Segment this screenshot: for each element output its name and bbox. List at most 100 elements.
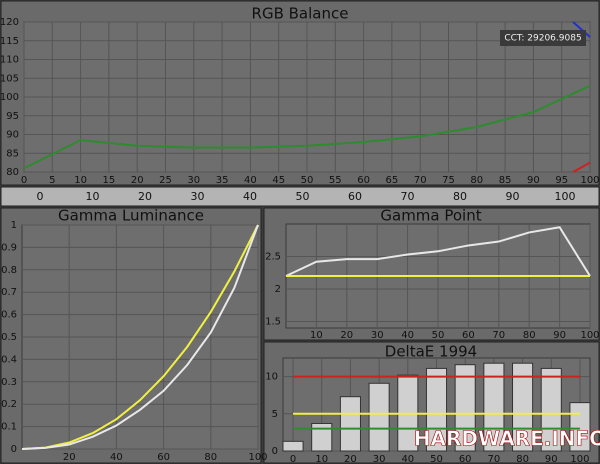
x-tick-label: 95 — [555, 175, 568, 186]
x-tick-label: 70 — [488, 454, 501, 464]
x-tick-label: 70 — [414, 175, 427, 186]
slider-label: 100 — [555, 190, 576, 203]
x-tick-label: 85 — [499, 175, 512, 186]
x-tick-label: 20 — [340, 330, 353, 341]
x-tick-label: 60 — [459, 454, 472, 464]
x-tick-label: 40 — [401, 330, 414, 341]
x-tick-label: 100 — [248, 452, 267, 463]
watermark: HARDWARE.INFO — [414, 427, 600, 451]
y-tick-label: 10 — [265, 372, 278, 383]
y-tick-label: 0.2 — [1, 399, 17, 410]
x-tick-label: 50 — [430, 454, 443, 464]
x-tick-label: 0 — [290, 454, 296, 464]
slider-label: 40 — [243, 190, 257, 203]
x-tick-label: 30 — [371, 330, 384, 341]
slider-label: 70 — [401, 190, 415, 203]
slider-label: 60 — [348, 190, 362, 203]
bar — [282, 440, 304, 452]
x-tick-label: 45 — [272, 175, 285, 186]
y-tick-label: 0 — [11, 444, 17, 455]
x-tick-label: 65 — [386, 175, 399, 186]
y-tick-label: 2 — [275, 284, 281, 295]
x-tick-label: 90 — [545, 454, 558, 464]
y-tick-label: 95 — [6, 111, 19, 122]
slider-label: 80 — [453, 190, 467, 203]
x-tick-label: 20 — [344, 454, 357, 464]
y-tick-label: 0.6 — [1, 310, 17, 321]
x-tick-label: 60 — [462, 330, 475, 341]
x-tick-label: 30 — [373, 454, 386, 464]
bar — [368, 382, 390, 452]
x-tick-label: 10 — [74, 175, 87, 186]
x-tick-label: 0 — [21, 175, 27, 186]
x-tick-label: 80 — [516, 454, 529, 464]
line-series — [572, 161, 591, 173]
y-tick-label: 1.5 — [265, 317, 281, 328]
slider-label: 50 — [296, 190, 310, 203]
y-tick-label: 0.5 — [1, 332, 17, 343]
y-tick-label: 90 — [6, 130, 19, 141]
bar — [425, 367, 448, 452]
y-tick-label: 1 — [11, 220, 17, 231]
y-tick-label: 2.5 — [265, 252, 281, 263]
x-tick-label: 50 — [432, 330, 445, 341]
x-tick-label: 55 — [329, 175, 342, 186]
line-series — [21, 224, 259, 450]
slider-label: 0 — [37, 190, 44, 203]
chart-title: RGB Balance — [252, 5, 349, 23]
y-tick-label: 120 — [0, 17, 19, 28]
chart-title: DeltaE 1994 — [385, 343, 477, 361]
chart-title: Gamma Point — [380, 207, 481, 225]
x-tick-label: 100 — [580, 330, 599, 341]
x-tick-label: 40 — [401, 454, 414, 464]
x-tick-label: 70 — [492, 330, 505, 341]
x-tick-label: 10 — [315, 454, 328, 464]
x-tick-label: 15 — [103, 175, 116, 186]
x-tick-label: 40 — [244, 175, 257, 186]
line-series — [21, 224, 259, 450]
x-tick-label: 60 — [157, 452, 170, 463]
slider-label: 20 — [138, 190, 152, 203]
chart-title: Gamma Luminance — [58, 207, 204, 225]
y-tick-label: 0.7 — [1, 287, 17, 298]
y-tick-label: 110 — [0, 55, 19, 66]
x-tick-label: 20 — [131, 175, 144, 186]
x-tick-label: 80 — [204, 452, 217, 463]
x-tick-label: 10 — [310, 330, 323, 341]
slider-label: 30 — [191, 190, 205, 203]
x-tick-label: 40 — [110, 452, 123, 463]
annotation-box — [500, 30, 586, 46]
x-tick-label: 100 — [580, 175, 599, 186]
y-tick-label: 115 — [0, 36, 19, 47]
slider-bar[interactable] — [0, 186, 600, 207]
y-tick-label: 0.1 — [1, 422, 17, 433]
bar — [311, 422, 333, 452]
y-tick-label: 5 — [272, 409, 278, 420]
slider-label: 90 — [506, 190, 520, 203]
y-tick-label: 0 — [272, 446, 278, 457]
x-tick-label: 100 — [570, 454, 589, 464]
x-tick-label: 80 — [470, 175, 483, 186]
line-series — [285, 226, 591, 277]
x-tick-label: 50 — [301, 175, 314, 186]
x-tick-label: 80 — [523, 330, 536, 341]
y-tick-label: 0.4 — [1, 354, 17, 365]
x-tick-label: 75 — [442, 175, 455, 186]
x-tick-label: 35 — [216, 175, 229, 186]
y-tick-label: 80 — [6, 167, 19, 178]
y-tick-label: 85 — [6, 148, 19, 159]
annotation: CCT: 29206.9085 — [504, 34, 581, 44]
x-tick-label: 30 — [187, 175, 200, 186]
y-tick-label: 0.9 — [1, 242, 17, 253]
x-tick-label: 90 — [553, 330, 566, 341]
x-tick-label: 90 — [527, 175, 540, 186]
x-tick-label: 25 — [159, 175, 172, 186]
slider-label: 10 — [86, 190, 100, 203]
line-series — [23, 84, 591, 170]
bar — [540, 367, 562, 452]
y-tick-label: 100 — [0, 92, 19, 103]
line-series — [572, 21, 591, 38]
x-tick-label: 5 — [49, 175, 55, 186]
x-tick-label: 20 — [63, 452, 76, 463]
